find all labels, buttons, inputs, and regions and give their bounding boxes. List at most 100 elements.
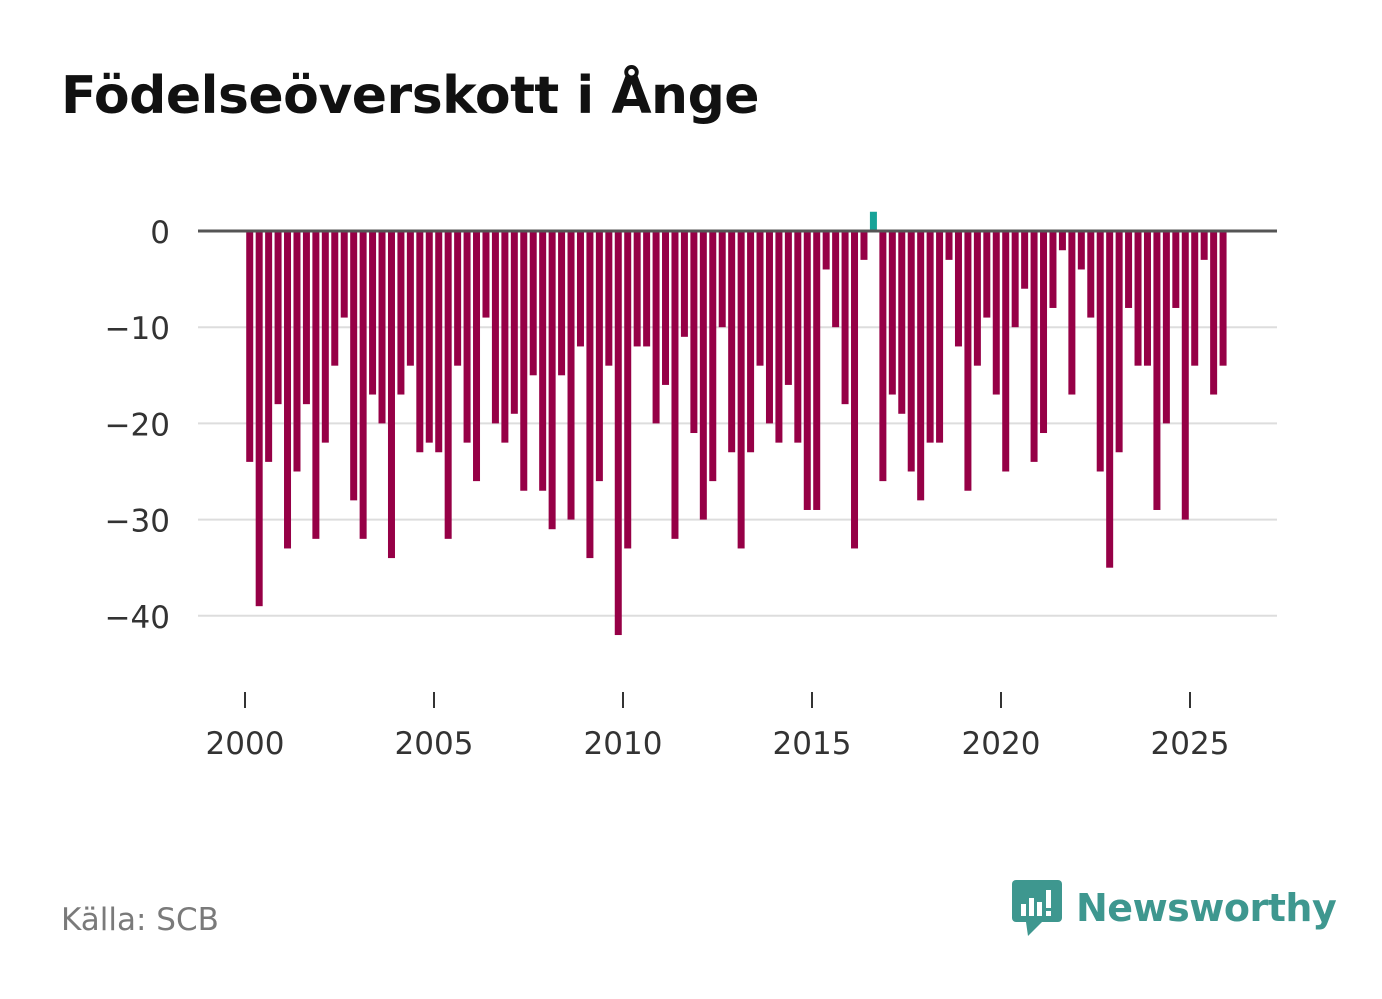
bar bbox=[832, 231, 840, 328]
y-tick-label: −30 bbox=[105, 504, 170, 540]
bar bbox=[520, 231, 528, 491]
bar bbox=[643, 231, 651, 347]
bar bbox=[491, 231, 499, 424]
bar bbox=[529, 231, 537, 376]
bar bbox=[652, 231, 660, 424]
bar bbox=[1096, 231, 1104, 472]
bar bbox=[813, 231, 821, 510]
bar bbox=[1115, 231, 1123, 453]
bar bbox=[926, 231, 934, 443]
bar bbox=[1087, 231, 1095, 318]
bar bbox=[803, 231, 811, 510]
bar bbox=[964, 231, 972, 491]
bar bbox=[888, 231, 896, 395]
bar bbox=[378, 231, 386, 424]
bar bbox=[784, 231, 792, 385]
x-tick-label: 2020 bbox=[962, 726, 1041, 762]
bar bbox=[340, 231, 348, 318]
bar bbox=[869, 211, 877, 231]
bar bbox=[709, 231, 717, 482]
y-tick-label: −40 bbox=[105, 600, 170, 636]
bar bbox=[936, 231, 944, 443]
bar bbox=[756, 231, 764, 366]
x-tick-label: 2000 bbox=[206, 726, 285, 762]
bar bbox=[954, 231, 962, 347]
y-tick-label: −10 bbox=[105, 311, 170, 347]
bar bbox=[567, 231, 575, 520]
y-tick-label: 0 bbox=[150, 215, 170, 251]
bar bbox=[548, 231, 556, 530]
bar bbox=[983, 231, 991, 318]
bar bbox=[397, 231, 405, 395]
x-tick-label: 2015 bbox=[773, 726, 852, 762]
bar bbox=[1049, 231, 1057, 308]
bar bbox=[605, 231, 613, 366]
bar bbox=[359, 231, 367, 539]
bar bbox=[1134, 231, 1142, 366]
source-label: Källa: SCB bbox=[61, 902, 219, 938]
bar bbox=[973, 231, 981, 366]
bar bbox=[1200, 231, 1208, 260]
bar bbox=[671, 231, 679, 539]
bar bbox=[558, 231, 566, 376]
bar bbox=[246, 231, 254, 462]
bar bbox=[728, 231, 736, 453]
bar bbox=[1011, 231, 1019, 328]
bar bbox=[312, 231, 320, 539]
bar bbox=[284, 231, 292, 549]
bar bbox=[321, 231, 329, 443]
bar bbox=[1210, 231, 1218, 395]
bar bbox=[851, 231, 859, 549]
bar bbox=[576, 231, 584, 347]
bar bbox=[1030, 231, 1038, 462]
bar bbox=[1181, 231, 1189, 520]
bar bbox=[794, 231, 802, 443]
bar bbox=[624, 231, 632, 549]
bar bbox=[255, 231, 263, 607]
bar bbox=[1040, 231, 1048, 434]
bar bbox=[633, 231, 641, 347]
bars bbox=[246, 211, 1227, 636]
bar bbox=[369, 231, 377, 395]
bar bbox=[699, 231, 707, 520]
bar bbox=[1219, 231, 1227, 366]
bar bbox=[482, 231, 490, 318]
bar bbox=[775, 231, 783, 443]
bar bbox=[860, 231, 868, 260]
bar bbox=[841, 231, 849, 405]
newsworthy-logo[interactable]: Newsworthy bbox=[1012, 878, 1337, 938]
bar bbox=[435, 231, 443, 453]
bar bbox=[293, 231, 301, 472]
bar bbox=[510, 231, 518, 414]
bar bbox=[539, 231, 547, 491]
bar bbox=[737, 231, 745, 549]
bar bbox=[387, 231, 395, 559]
bar bbox=[1162, 231, 1170, 424]
bar bbox=[595, 231, 603, 482]
bar bbox=[1002, 231, 1010, 472]
newsworthy-icon bbox=[1012, 880, 1062, 936]
bar bbox=[1125, 231, 1133, 308]
bar bbox=[473, 231, 481, 482]
bar bbox=[898, 231, 906, 414]
bar bbox=[265, 231, 273, 462]
y-tick-label: −20 bbox=[105, 407, 170, 443]
bar bbox=[1106, 231, 1114, 568]
bar bbox=[425, 231, 433, 443]
bar bbox=[1077, 231, 1085, 270]
bar bbox=[463, 231, 471, 443]
bar bbox=[1021, 231, 1029, 289]
x-axis: 2000 2005 2010 2015 2020 2025 bbox=[206, 692, 1230, 762]
bar bbox=[614, 231, 622, 636]
bar bbox=[331, 231, 339, 366]
y-axis: 0 −10 −20 −30 −40 bbox=[105, 215, 170, 636]
bar bbox=[406, 231, 414, 366]
bar bbox=[1172, 231, 1180, 308]
bar bbox=[1068, 231, 1076, 395]
bar bbox=[350, 231, 358, 501]
bar bbox=[945, 231, 953, 260]
x-tick-label: 2025 bbox=[1151, 726, 1230, 762]
bar bbox=[992, 231, 1000, 395]
x-tick-label: 2010 bbox=[584, 726, 663, 762]
